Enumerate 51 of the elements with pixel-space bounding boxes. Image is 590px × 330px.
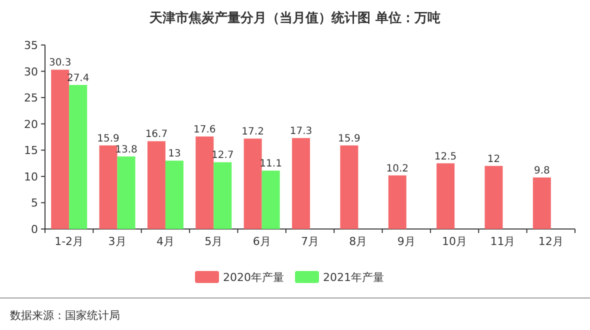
bar: [69, 84, 88, 229]
bar: [147, 141, 166, 229]
data-label: 30.3: [48, 58, 72, 69]
data-label: 15.9: [97, 133, 120, 144]
x-tick-label: 10月: [442, 235, 468, 248]
y-tick-label: 10: [24, 170, 38, 184]
y-tick-label: 20: [24, 118, 38, 131]
x-tick-label: 1-2月: [54, 235, 84, 248]
bar: [244, 138, 262, 229]
data-label: 13: [168, 148, 181, 160]
x-tick-label: 7月: [301, 235, 319, 248]
bar: [214, 162, 232, 229]
data-label: 10.2: [386, 163, 408, 174]
bar: [436, 163, 455, 229]
y-tick-label: 5: [31, 196, 38, 210]
x-tick-label: 11月: [490, 235, 516, 248]
data-label: 17.3: [290, 126, 312, 138]
x-tick-label: 12月: [538, 235, 564, 248]
bar: [99, 145, 118, 229]
data-label: 12: [487, 154, 500, 165]
bar: [388, 175, 406, 229]
y-tick-label: 25: [24, 92, 38, 105]
data-label: 9.8: [534, 165, 550, 176]
bar: [292, 138, 310, 229]
legend-label: 2021年产量: [323, 271, 384, 284]
chart-title: 天津市焦炭产量分月（当月值）统计图 单位：万吨: [148, 10, 440, 26]
legend-label: 2020年产量: [223, 271, 284, 284]
x-tick-label: 5月: [204, 235, 223, 248]
bar: [340, 145, 358, 229]
x-tick-label: 8月: [349, 235, 368, 248]
source-note: 数据来源：国家统计局: [10, 309, 120, 322]
x-tick-label: 4月: [156, 235, 174, 248]
y-tick-label: 0: [31, 223, 38, 236]
x-tick-label: 3月: [108, 235, 126, 248]
bar: [484, 166, 503, 229]
data-label: 17.6: [194, 124, 216, 136]
y-tick-label: 35: [24, 39, 38, 52]
x-tick-label: 9月: [397, 235, 416, 248]
bar: [196, 136, 214, 229]
data-label: 15.9: [338, 133, 360, 144]
y-tick-label: 15: [24, 144, 38, 158]
data-label: 12.5: [434, 151, 457, 162]
bar: [532, 177, 551, 229]
data-label: 16.7: [145, 129, 168, 140]
x-tick-label: 6月: [252, 235, 271, 248]
bar: [262, 170, 280, 229]
bar: [165, 160, 184, 229]
bar: [117, 156, 136, 229]
data-label: 17.2: [242, 126, 264, 138]
y-tick-label: 30: [24, 65, 38, 78]
bar: [51, 70, 70, 229]
